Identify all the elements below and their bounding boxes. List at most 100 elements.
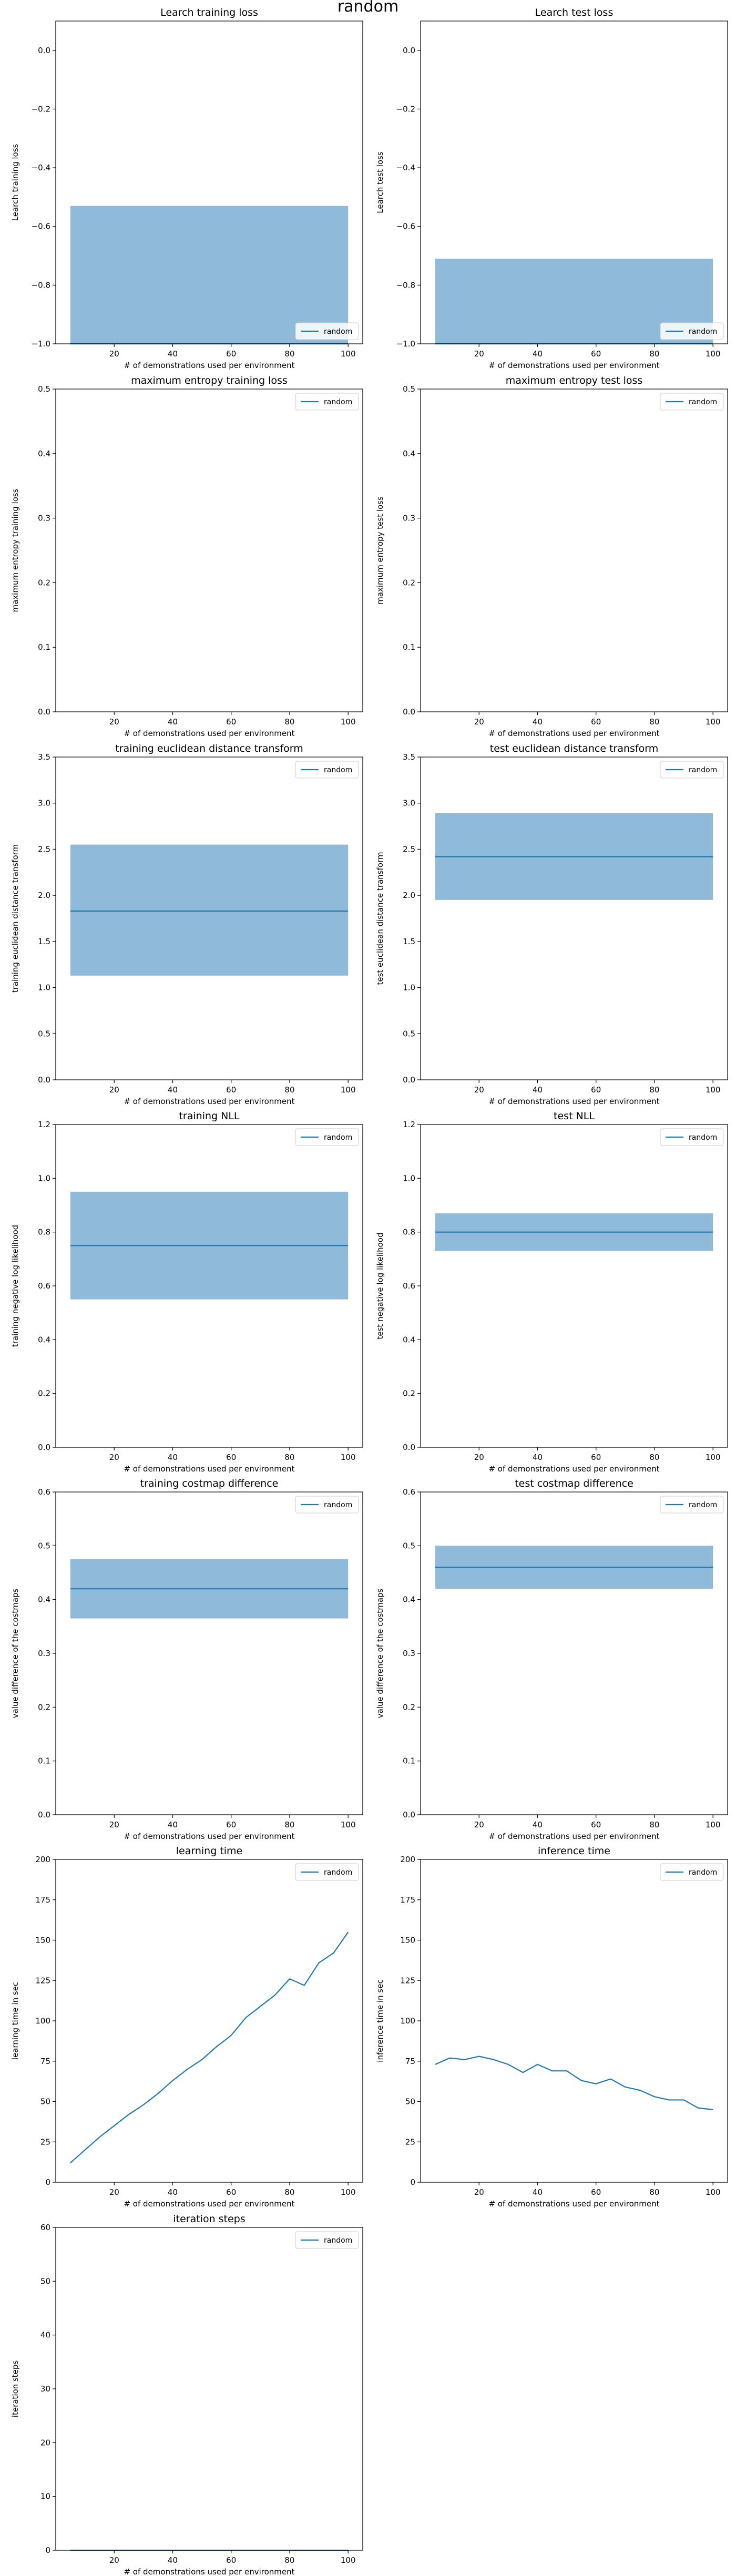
x-tick-label: 100	[341, 349, 356, 359]
x-axis-label: # of demonstrations used per environment	[488, 361, 659, 370]
y-tick-label: 0.6	[403, 1487, 415, 1497]
y-tick-label: 10	[40, 2492, 50, 2501]
x-tick-label: 40	[168, 1820, 178, 1829]
y-tick-label: 0.3	[38, 514, 50, 523]
legend-box	[660, 1496, 724, 1514]
y-tick-label: 75	[405, 2057, 415, 2066]
axes-frame	[420, 1859, 728, 2183]
y-tick-label: 150	[400, 1936, 415, 1945]
y-tick-label: 0.5	[403, 1541, 415, 1550]
x-tick-label: 40	[168, 1085, 178, 1095]
x-tick-label: 60	[226, 1453, 236, 1462]
x-axis-label: # of demonstrations used per environment	[124, 1464, 294, 1474]
axes-frame	[420, 21, 728, 344]
y-tick-label: 2.0	[403, 891, 415, 900]
chart-panel-1: Learch test loss 20 40 60 80 100 0.0 −0.2 −0.4 −0…	[375, 7, 728, 370]
x-axis-label: # of demonstrations used per environment	[124, 1832, 294, 1841]
y-tick-label: 0.0	[38, 1443, 50, 1452]
confidence-band	[435, 259, 713, 344]
x-tick-label: 80	[649, 349, 659, 359]
y-axis-label: test euclidean distance transform	[375, 852, 385, 985]
y-tick-label: 0.3	[38, 1649, 50, 1658]
x-tick-label: 20	[474, 717, 484, 727]
x-tick-label: 40	[168, 349, 178, 359]
y-tick-label: 0.0	[403, 1810, 415, 1819]
y-tick-label: −0.4	[32, 163, 50, 172]
chart-title: test costmap difference	[515, 1478, 633, 1489]
x-tick-label: 40	[168, 2187, 178, 2197]
x-tick-label: 60	[591, 2187, 601, 2197]
y-tick-label: 0.4	[38, 449, 50, 458]
y-tick-label: 60	[40, 2223, 50, 2232]
chart-panel-3: maximum entropy test loss 20 40 60 80 100 0.0 0…	[375, 375, 728, 738]
x-tick-label: 20	[474, 2187, 484, 2197]
chart-title: test euclidean distance transform	[490, 743, 658, 754]
x-axis-label: # of demonstrations used per environment	[124, 729, 294, 738]
chart-panel-11: inference time 20 40 60 80 100 0 25 50 75 100 125 15…	[375, 1845, 728, 2209]
x-tick-label: 80	[284, 717, 294, 727]
x-tick-label: 80	[284, 1085, 294, 1095]
y-axis-label: learning time in sec	[11, 1982, 20, 2060]
x-tick-label: 20	[474, 1453, 484, 1462]
confidence-band	[70, 206, 349, 344]
y-tick-label: 0.4	[38, 1335, 50, 1344]
x-tick-label: 20	[109, 1453, 119, 1462]
legend-box	[295, 1128, 359, 1146]
y-axis-label: Learch training loss	[11, 144, 20, 221]
chart-panel-9: test costmap difference 20 40 60 80 100 0.0 0.1…	[375, 1478, 728, 1841]
y-tick-label: 2.5	[403, 844, 415, 854]
x-axis-label: # of demonstrations used per environment	[124, 1097, 294, 1106]
y-tick-label: 1.0	[38, 1173, 50, 1183]
legend: random	[660, 1128, 724, 1146]
figure-suptitle: random	[338, 0, 398, 16]
y-tick-label: 50	[40, 2097, 50, 2107]
y-axis-label: value difference of the costmaps	[11, 1588, 20, 1718]
legend: random	[295, 2231, 359, 2249]
x-axis-label: # of demonstrations used per environment	[488, 2199, 659, 2209]
y-tick-label: 1.0	[403, 983, 415, 993]
y-tick-label: 0.2	[403, 578, 415, 587]
x-tick-label: 40	[168, 2555, 178, 2565]
axes-frame	[55, 1491, 363, 1815]
chart-panel-2: maximum entropy training loss 20 40 60 80 100…	[11, 375, 363, 738]
y-tick-label: 100	[35, 2016, 50, 2026]
y-tick-label: 0.2	[38, 1702, 50, 1712]
y-tick-label: 0.1	[38, 1756, 50, 1766]
legend: random	[660, 322, 724, 340]
x-tick-label: 40	[533, 717, 543, 727]
chart-title: training euclidean distance transform	[115, 743, 303, 754]
legend: random	[660, 1496, 724, 1514]
x-tick-label: 20	[109, 2187, 119, 2197]
x-tick-label: 100	[706, 717, 721, 727]
x-tick-label: 80	[284, 2187, 294, 2197]
x-axis-label: # of demonstrations used per environment	[488, 729, 659, 738]
y-tick-label: 0.0	[38, 1075, 50, 1085]
y-tick-label: 20	[40, 2438, 50, 2447]
chart-title: training NLL	[179, 1110, 239, 1122]
y-tick-label: 0.6	[403, 1281, 415, 1291]
y-tick-label: 0.1	[403, 1756, 415, 1766]
x-tick-label: 20	[109, 2555, 119, 2565]
y-axis-label: maximum entropy training loss	[11, 488, 20, 612]
y-tick-label: 0.5	[38, 1029, 50, 1038]
legend-label: random	[324, 328, 352, 336]
x-tick-label: 20	[109, 349, 119, 359]
axes-frame	[420, 389, 728, 712]
legend-box	[295, 1496, 359, 1514]
y-tick-label: 0.2	[403, 1389, 415, 1398]
x-tick-label: 100	[341, 717, 356, 727]
y-tick-label: 0.2	[38, 1389, 50, 1398]
chart-title: Learch test loss	[535, 7, 614, 18]
axes-frame	[420, 1491, 728, 1815]
y-tick-label: 3.0	[403, 799, 415, 808]
legend: random	[660, 393, 724, 411]
x-tick-label: 60	[226, 1085, 236, 1095]
x-tick-label: 60	[226, 349, 236, 359]
y-tick-label: 0.4	[403, 1595, 415, 1604]
x-tick-label: 80	[284, 1453, 294, 1462]
x-tick-label: 60	[226, 2187, 236, 2197]
legend-label: random	[324, 1133, 352, 1142]
axes-frame	[55, 389, 363, 712]
y-tick-label: 0.0	[38, 707, 50, 717]
axes-frame	[55, 2227, 363, 2551]
